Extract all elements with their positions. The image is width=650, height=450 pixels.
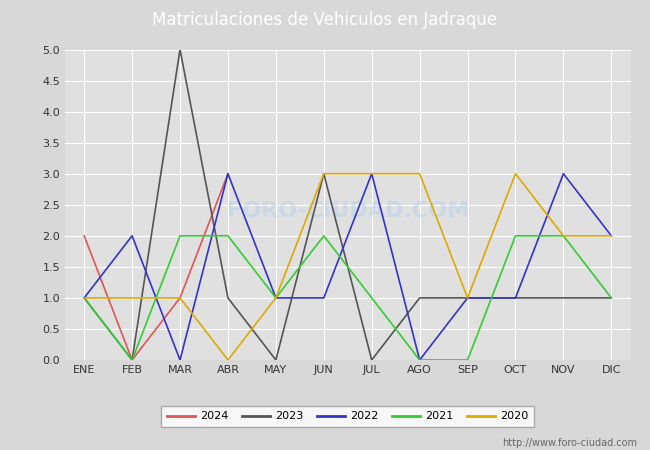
2022 xyxy=(224,171,232,176)
Text: FORO-CIUDAD.COM: FORO-CIUDAD.COM xyxy=(227,201,469,221)
2021 xyxy=(560,233,567,238)
2021 xyxy=(272,295,280,301)
2021 xyxy=(512,233,519,238)
2020 xyxy=(512,171,519,176)
2020 xyxy=(80,295,88,301)
2022 xyxy=(416,357,424,363)
2021 xyxy=(463,357,471,363)
2023 xyxy=(128,357,136,363)
2020 xyxy=(368,171,376,176)
Line: 2021: 2021 xyxy=(84,236,612,360)
2021 xyxy=(608,295,616,301)
2023 xyxy=(272,357,280,363)
Line: 2022: 2022 xyxy=(84,174,612,360)
2022 xyxy=(80,295,88,301)
2020 xyxy=(463,295,471,301)
Text: http://www.foro-ciudad.com: http://www.foro-ciudad.com xyxy=(502,438,637,448)
2021 xyxy=(416,357,424,363)
Legend: 2024, 2023, 2022, 2021, 2020: 2024, 2023, 2022, 2021, 2020 xyxy=(161,406,534,427)
2021 xyxy=(320,233,328,238)
2022 xyxy=(320,295,328,301)
2023 xyxy=(560,295,567,301)
2021 xyxy=(368,295,376,301)
2020 xyxy=(224,357,232,363)
2021 xyxy=(224,233,232,238)
2021 xyxy=(176,233,184,238)
2022 xyxy=(272,295,280,301)
2023 xyxy=(512,295,519,301)
2022 xyxy=(463,295,471,301)
2020 xyxy=(560,233,567,238)
2024 xyxy=(128,357,136,363)
2021 xyxy=(80,295,88,301)
2020 xyxy=(320,171,328,176)
2022 xyxy=(176,357,184,363)
2024 xyxy=(176,295,184,301)
2021 xyxy=(128,357,136,363)
2023 xyxy=(176,47,184,52)
Line: 2023: 2023 xyxy=(84,50,612,360)
2023 xyxy=(416,295,424,301)
2024 xyxy=(80,233,88,238)
2022 xyxy=(368,171,376,176)
Line: 2020: 2020 xyxy=(84,174,612,360)
Line: 2024: 2024 xyxy=(84,174,228,360)
2020 xyxy=(608,233,616,238)
2023 xyxy=(608,295,616,301)
2023 xyxy=(368,357,376,363)
2020 xyxy=(128,295,136,301)
2020 xyxy=(272,295,280,301)
2023 xyxy=(224,295,232,301)
2023 xyxy=(320,171,328,176)
2020 xyxy=(416,171,424,176)
2022 xyxy=(512,295,519,301)
2020 xyxy=(176,295,184,301)
2023 xyxy=(80,295,88,301)
2023 xyxy=(463,295,471,301)
Text: Matriculaciones de Vehiculos en Jadraque: Matriculaciones de Vehiculos en Jadraque xyxy=(153,11,497,29)
2022 xyxy=(128,233,136,238)
2022 xyxy=(608,233,616,238)
2024 xyxy=(224,171,232,176)
2022 xyxy=(560,171,567,176)
